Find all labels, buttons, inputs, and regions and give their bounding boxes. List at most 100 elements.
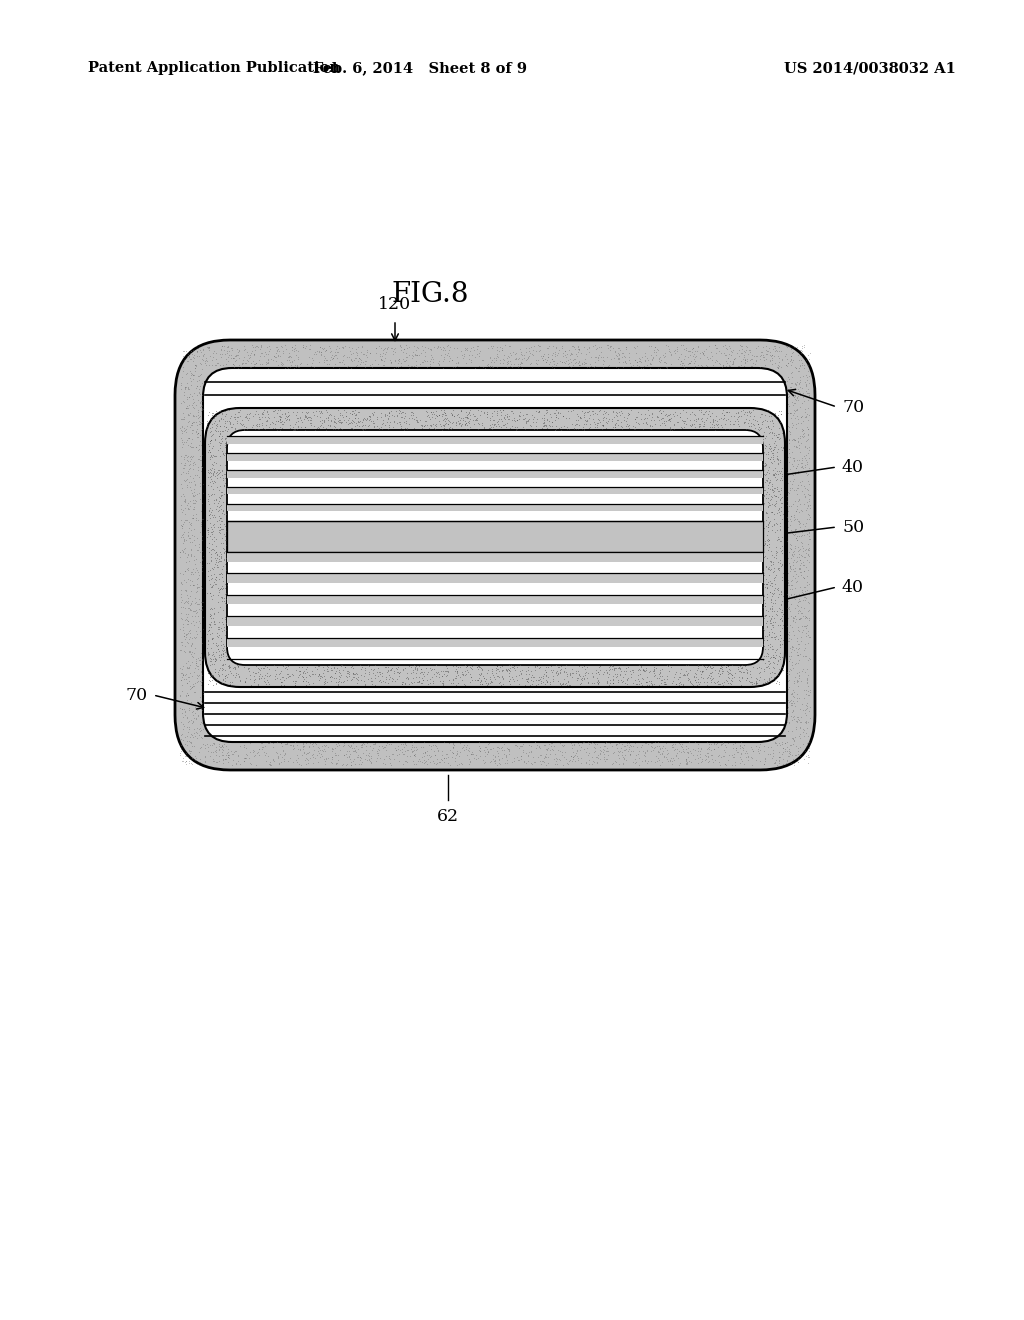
Point [626, 337, 642, 358]
Point [182, 437, 199, 458]
Point [431, 751, 447, 772]
Point [494, 737, 510, 758]
Point [765, 611, 781, 632]
Point [203, 651, 219, 672]
Point [793, 583, 809, 605]
Point [598, 731, 614, 752]
Point [328, 417, 344, 438]
Point [609, 409, 626, 430]
Point [201, 339, 217, 360]
Point [270, 338, 287, 359]
Point [755, 597, 771, 618]
Point [469, 669, 485, 690]
Point [335, 338, 351, 359]
Point [664, 354, 680, 375]
Point [543, 416, 559, 437]
Point [214, 587, 230, 609]
Point [795, 554, 811, 576]
Point [212, 467, 228, 488]
Point [203, 564, 219, 585]
Point [518, 669, 535, 690]
Point [317, 347, 334, 368]
Point [181, 405, 198, 426]
Point [173, 711, 189, 733]
Point [483, 738, 500, 759]
Point [717, 413, 733, 434]
Point [781, 385, 798, 407]
Point [753, 657, 769, 678]
Point [216, 659, 232, 680]
Point [184, 412, 201, 433]
Point [176, 458, 193, 479]
Point [449, 661, 465, 682]
Point [627, 733, 643, 754]
Point [194, 671, 210, 692]
Bar [227, 470, 763, 478]
Point [786, 607, 803, 628]
Point [603, 735, 620, 756]
Point [184, 677, 201, 698]
Point [215, 640, 231, 661]
Point [195, 595, 211, 616]
Point [310, 664, 327, 685]
Point [382, 412, 398, 433]
Point [633, 408, 649, 429]
Point [416, 731, 432, 752]
Point [802, 681, 818, 702]
Point [547, 345, 563, 366]
Point [783, 638, 800, 659]
Point [782, 362, 799, 383]
Point [756, 421, 772, 442]
Point [786, 447, 803, 469]
Point [761, 606, 777, 627]
Point [347, 408, 364, 429]
Point [765, 742, 781, 763]
Point [213, 618, 229, 639]
Point [422, 355, 438, 376]
Point [202, 619, 218, 640]
Bar [227, 573, 763, 583]
Point [554, 673, 570, 694]
Point [388, 405, 404, 426]
Point [786, 429, 803, 450]
Point [508, 418, 524, 440]
Point [637, 348, 653, 370]
Point [800, 711, 816, 733]
Point [396, 350, 413, 371]
Point [746, 414, 763, 436]
Point [177, 603, 194, 624]
Point [708, 350, 724, 371]
Point [369, 747, 385, 768]
Point [207, 411, 223, 432]
Point [336, 345, 352, 366]
Point [607, 667, 624, 688]
Point [428, 405, 444, 426]
Point [729, 411, 745, 432]
Point [406, 744, 422, 766]
Point [250, 675, 266, 696]
Point [211, 739, 227, 760]
Point [358, 408, 375, 429]
Point [436, 413, 453, 434]
Point [688, 672, 705, 693]
Point [366, 412, 382, 433]
Point [657, 352, 674, 374]
Point [544, 348, 560, 370]
Point [703, 661, 720, 682]
Point [453, 408, 469, 429]
Point [299, 408, 315, 429]
Point [732, 350, 749, 371]
Point [216, 413, 232, 434]
Point [721, 413, 737, 434]
Point [187, 405, 204, 426]
Point [215, 556, 231, 577]
Point [272, 675, 289, 696]
Point [187, 437, 204, 458]
Point [537, 734, 553, 755]
Point [703, 413, 720, 434]
Point [723, 669, 739, 690]
Point [787, 519, 804, 540]
Point [330, 407, 346, 428]
Point [299, 408, 315, 429]
Point [672, 752, 688, 774]
